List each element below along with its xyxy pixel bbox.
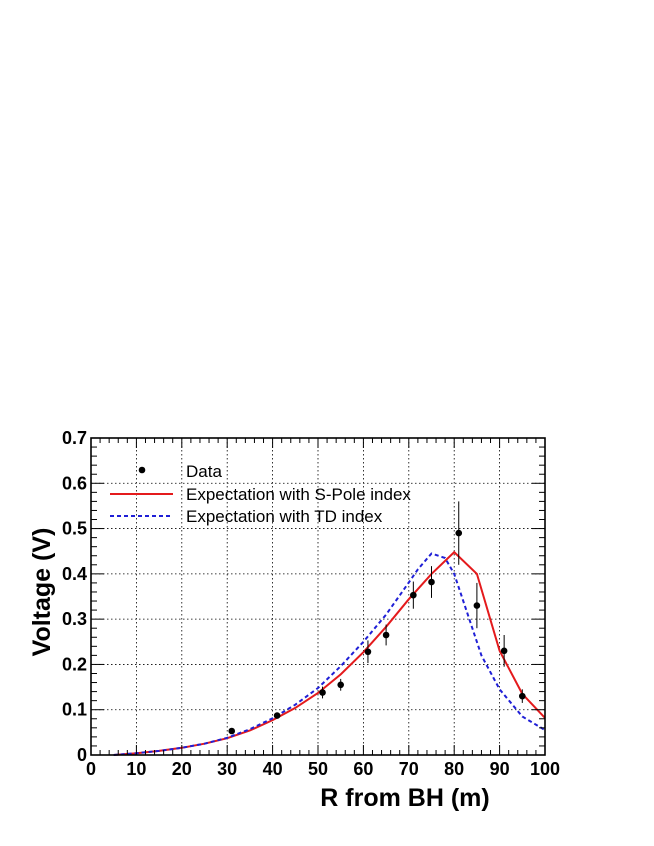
data-point: [500, 647, 508, 655]
y-tick-label: 0.3: [62, 609, 87, 629]
y-tick-label: 0: [77, 745, 87, 765]
data-point: [428, 578, 435, 586]
legend-marker-data: [138, 466, 146, 474]
x-tick-label: 30: [217, 759, 237, 779]
y-tick-label: 0.4: [62, 564, 87, 584]
grid: [91, 438, 545, 755]
data-point: [473, 602, 481, 609]
data-point: [228, 727, 236, 735]
x-tick-label: 10: [126, 759, 146, 779]
x-tick-label: 80: [444, 759, 464, 779]
data-points: [228, 501, 526, 735]
ticks: [90, 437, 546, 756]
legend-label-td: Expectation with TD index: [186, 507, 383, 526]
x-tick-label: 70: [399, 759, 419, 779]
y-tick-label: 0.5: [62, 519, 87, 539]
curves: [113, 550, 546, 756]
x-tick-label: 90: [490, 759, 510, 779]
x-tick-label: 60: [353, 759, 373, 779]
data-point: [337, 681, 345, 689]
x-tick-label: 20: [172, 759, 192, 779]
tick-labels: 0 10 20 30 40 50 60 70 80 90 100 0 0.1 0.2 0.3 0.4 0.5 0.…: [62, 428, 560, 779]
data-point: [319, 689, 326, 696]
y-tick-label: 0.7: [62, 428, 87, 448]
x-axis-title: R from BH (m): [320, 784, 489, 812]
data-point: [382, 631, 390, 639]
x-tick-label: 0: [86, 759, 96, 779]
data-point: [273, 712, 281, 719]
y-axis-title: Voltage (V): [28, 528, 56, 657]
data-point: [410, 591, 417, 599]
x-tick-label: 50: [308, 759, 328, 779]
y-tick-label: 0.1: [62, 700, 87, 720]
legend-label-s-pole: Expectation with S-Pole index: [186, 485, 411, 504]
data-point: [519, 692, 526, 700]
series-line-td: [113, 552, 546, 756]
x-tick-label: 40: [263, 759, 283, 779]
x-tick-label: 100: [530, 759, 560, 779]
data-point: [364, 648, 372, 656]
legend-label-data: Data: [186, 462, 222, 481]
legend: Data Expectation with S-Pole index Expec…: [110, 462, 411, 526]
y-tick-label: 0.6: [62, 473, 87, 493]
y-tick-label: 0.2: [62, 654, 87, 674]
data-point: [455, 529, 463, 537]
